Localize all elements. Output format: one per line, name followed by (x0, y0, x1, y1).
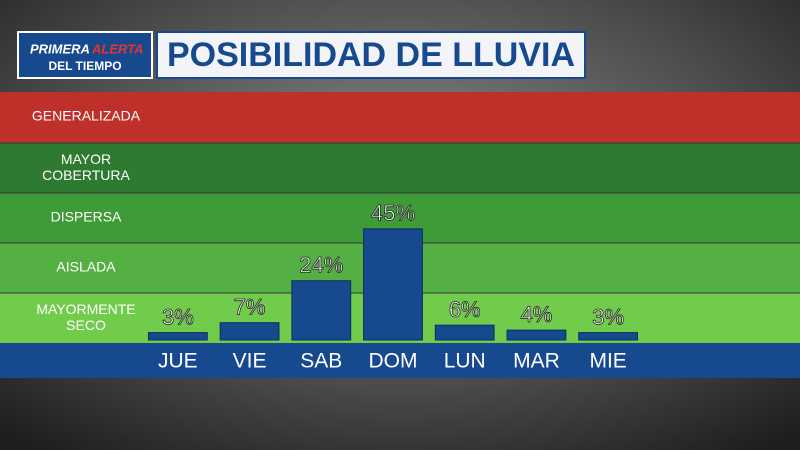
level-label: MAYOR COBERTURA (42, 151, 130, 183)
value-label: 3% (162, 304, 194, 329)
x-tick-label: MIE (589, 350, 626, 373)
logo-word: ALERTA (91, 41, 144, 56)
value-label: 24% (299, 253, 343, 278)
level-band (0, 143, 800, 193)
day-strip (0, 343, 800, 378)
level-label: DISPERSA (51, 209, 122, 225)
bar (219, 322, 280, 341)
value-label: 6% (449, 297, 481, 322)
logo-word: PRIMERA (30, 41, 90, 56)
value-label: 7% (234, 295, 266, 320)
x-tick-label: LUN (444, 350, 486, 373)
x-tick-label: DOM (369, 350, 418, 373)
bar (363, 228, 423, 341)
chart-title: POSIBILIDAD DE LLUVIA (167, 36, 575, 74)
logo: PRIMERA ALERTA DEL TIEMPO (17, 31, 153, 79)
title-box (156, 31, 586, 79)
level-label: GENERALIZADA (32, 108, 141, 124)
bar (147, 332, 208, 341)
bar (506, 329, 567, 341)
bar (578, 332, 639, 341)
value-label: 3% (592, 304, 624, 329)
x-tick-label: VIE (233, 350, 267, 373)
level-label: MAYORMENTE SECO (36, 301, 135, 333)
value-label: 4% (521, 302, 553, 327)
level-label: AISLADA (56, 259, 116, 275)
x-tick-label: MAR (513, 350, 560, 373)
value-label: 45% (371, 201, 415, 226)
x-tick-label: SAB (300, 350, 342, 373)
bar (434, 324, 495, 341)
bar (291, 280, 352, 341)
logo-word: DEL TIEMPO (48, 59, 121, 73)
level-band (0, 92, 800, 143)
x-tick-label: JUE (158, 350, 198, 373)
logo-box (17, 31, 153, 79)
